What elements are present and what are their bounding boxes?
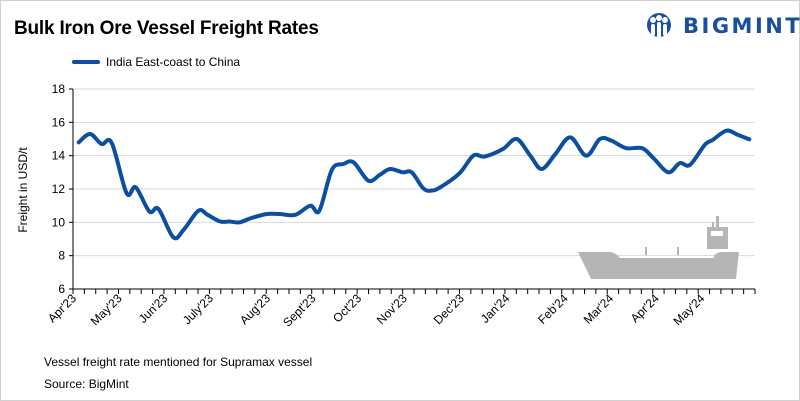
x-tick-label: Dec'23	[431, 291, 467, 327]
y-tick-label: 16	[52, 115, 66, 129]
legend-label: India East-coast to China	[106, 55, 241, 69]
x-tick-label: Apr'23	[45, 291, 79, 325]
x-tick-label: July'23	[180, 291, 216, 327]
x-tick-label: Nov'23	[374, 291, 410, 327]
x-tick-label: May'23	[88, 291, 125, 328]
y-tick-label: 10	[52, 215, 66, 229]
y-tick-label: 18	[52, 82, 66, 96]
legend-swatch	[72, 60, 100, 64]
legend: India East-coast to China	[72, 55, 240, 69]
x-tick-label: Jan'24	[478, 291, 513, 326]
y-axis-label: Freight in USD/t	[16, 147, 30, 233]
x-tick-label: Jun'23	[136, 291, 171, 326]
chart-title: Bulk Iron Ore Vessel Freight Rates	[14, 18, 319, 39]
x-tick-label: Apr'24	[628, 291, 662, 325]
source-label: Source: BigMint	[44, 377, 129, 391]
ship-icon	[578, 216, 739, 279]
logo-text: BIGMINT	[683, 14, 800, 38]
x-tick-label: Feb'24	[535, 291, 571, 327]
x-tick-label: May'24	[671, 291, 708, 328]
bigmint-logo: BIGMINT	[643, 12, 800, 40]
y-tick-label: 8	[58, 249, 65, 263]
x-tick-label: Oct'23	[330, 291, 364, 325]
footnote: Vessel freight rate mentioned for Supram…	[44, 355, 313, 369]
y-tick-label: 12	[52, 182, 66, 196]
y-tick-label: 14	[52, 149, 66, 163]
x-tick-label: Aug'23	[237, 291, 273, 327]
x-tick-label: Mar'24	[581, 291, 617, 327]
x-tick-label: Sept'23	[280, 291, 319, 330]
y-tick-label: 6	[58, 282, 65, 296]
logo-people-icon	[647, 13, 671, 38]
